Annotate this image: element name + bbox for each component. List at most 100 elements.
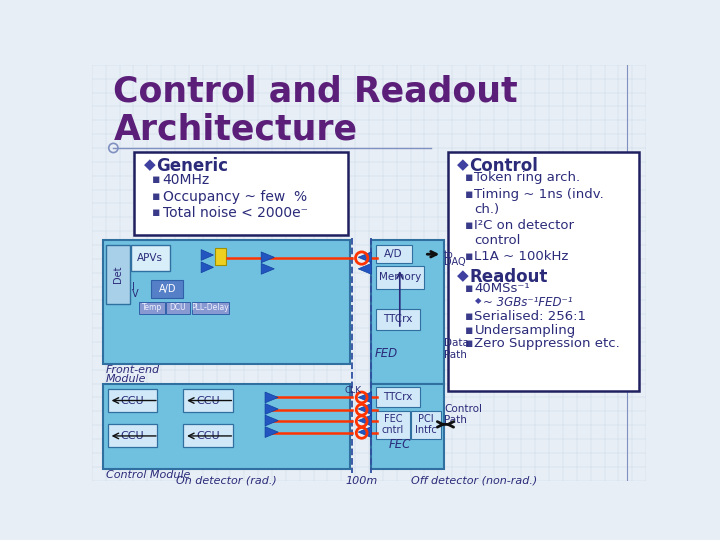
FancyBboxPatch shape xyxy=(108,424,157,448)
Text: A/D: A/D xyxy=(384,249,403,259)
FancyBboxPatch shape xyxy=(104,384,350,469)
Text: to: to xyxy=(444,249,454,260)
Text: Module: Module xyxy=(106,374,146,384)
Text: I: I xyxy=(132,281,135,292)
Text: CCU: CCU xyxy=(121,395,145,406)
Text: CCU: CCU xyxy=(197,431,220,441)
FancyBboxPatch shape xyxy=(151,280,184,298)
Text: L1A ~ 100kHz: L1A ~ 100kHz xyxy=(474,249,569,262)
Text: ◆: ◆ xyxy=(474,296,481,305)
Polygon shape xyxy=(359,415,372,426)
Text: Data
Path: Data Path xyxy=(444,338,469,360)
Text: Architecture: Architecture xyxy=(113,112,357,146)
Text: Zero Suppression etc.: Zero Suppression etc. xyxy=(474,338,620,350)
Text: ▪: ▪ xyxy=(464,219,473,232)
Text: Control Module: Control Module xyxy=(106,470,190,480)
Text: Serialised: 256:1: Serialised: 256:1 xyxy=(474,309,587,323)
FancyBboxPatch shape xyxy=(215,248,226,265)
FancyBboxPatch shape xyxy=(372,240,444,384)
Text: FEC
cntrl: FEC cntrl xyxy=(382,414,404,435)
Text: DAQ: DAQ xyxy=(444,256,465,267)
Text: Readout: Readout xyxy=(469,268,547,286)
Text: PCI
Intfc: PCI Intfc xyxy=(415,414,437,435)
FancyBboxPatch shape xyxy=(104,240,350,363)
FancyBboxPatch shape xyxy=(376,245,412,264)
FancyBboxPatch shape xyxy=(107,245,130,304)
Text: ▪: ▪ xyxy=(464,323,473,336)
Text: I²C on detector
control: I²C on detector control xyxy=(474,219,575,247)
Text: ~ 3GBs⁻¹FED⁻¹: ~ 3GBs⁻¹FED⁻¹ xyxy=(483,296,572,309)
FancyBboxPatch shape xyxy=(376,309,420,330)
Text: Control: Control xyxy=(469,157,538,175)
Text: FEC: FEC xyxy=(388,438,410,451)
Text: CCU: CCU xyxy=(197,395,220,406)
Text: Temp: Temp xyxy=(142,303,162,312)
Text: 100m: 100m xyxy=(345,476,377,486)
Text: 40MHz: 40MHz xyxy=(163,173,210,187)
Text: ▪: ▪ xyxy=(152,190,161,202)
FancyBboxPatch shape xyxy=(184,424,233,448)
FancyBboxPatch shape xyxy=(131,245,170,271)
FancyBboxPatch shape xyxy=(108,389,157,412)
Text: Det: Det xyxy=(113,266,123,283)
Text: ▪: ▪ xyxy=(152,206,161,219)
Text: Occupancy ~ few  %: Occupancy ~ few % xyxy=(163,190,307,204)
FancyBboxPatch shape xyxy=(372,384,444,469)
Text: 40MSs⁻¹: 40MSs⁻¹ xyxy=(474,282,530,295)
Text: Undersampling: Undersampling xyxy=(474,323,576,336)
Text: ▪: ▪ xyxy=(464,338,473,350)
FancyBboxPatch shape xyxy=(166,301,190,314)
Text: PLL-Delay: PLL-Delay xyxy=(192,303,229,312)
FancyBboxPatch shape xyxy=(376,410,410,439)
Polygon shape xyxy=(261,264,274,274)
Text: Control and Readout: Control and Readout xyxy=(113,74,518,108)
Text: V: V xyxy=(132,289,138,299)
Polygon shape xyxy=(265,392,278,403)
Text: Front-end: Front-end xyxy=(106,365,160,375)
Text: Token ring arch.: Token ring arch. xyxy=(474,171,580,184)
Text: ◆: ◆ xyxy=(144,157,156,172)
Text: FED: FED xyxy=(374,347,397,360)
Text: ▪: ▪ xyxy=(464,282,473,295)
Text: On detector (rad.): On detector (rad.) xyxy=(176,476,277,486)
Text: Generic: Generic xyxy=(156,157,228,175)
FancyBboxPatch shape xyxy=(410,410,441,439)
Text: ▪: ▪ xyxy=(464,188,473,201)
Polygon shape xyxy=(359,403,372,414)
Polygon shape xyxy=(359,392,372,403)
Text: Off detector (non-rad.): Off detector (non-rad.) xyxy=(411,476,538,486)
Text: A/D: A/D xyxy=(158,284,176,294)
Text: Memory: Memory xyxy=(379,272,421,282)
Polygon shape xyxy=(359,427,372,437)
Text: DCU: DCU xyxy=(170,303,186,312)
Text: ◆: ◆ xyxy=(456,268,469,283)
Text: Timing ~ 1ns (indv.
ch.): Timing ~ 1ns (indv. ch.) xyxy=(474,188,604,217)
Polygon shape xyxy=(359,252,372,262)
Text: ▪: ▪ xyxy=(464,171,473,184)
Text: ▪: ▪ xyxy=(464,309,473,323)
Text: ◆: ◆ xyxy=(456,157,469,172)
FancyBboxPatch shape xyxy=(139,301,165,314)
Polygon shape xyxy=(201,249,213,260)
FancyBboxPatch shape xyxy=(184,389,233,412)
Polygon shape xyxy=(265,427,278,437)
Text: Control
Path: Control Path xyxy=(444,403,482,425)
Polygon shape xyxy=(359,264,372,274)
FancyBboxPatch shape xyxy=(376,387,420,408)
Polygon shape xyxy=(265,415,278,426)
FancyBboxPatch shape xyxy=(192,301,229,314)
Text: TTCrx: TTCrx xyxy=(383,393,412,402)
Text: CLK: CLK xyxy=(344,386,361,395)
Text: Total noise < 2000e⁻: Total noise < 2000e⁻ xyxy=(163,206,307,220)
Polygon shape xyxy=(261,252,274,262)
Polygon shape xyxy=(201,262,213,273)
FancyBboxPatch shape xyxy=(134,152,348,235)
Text: CCU: CCU xyxy=(121,431,145,441)
Polygon shape xyxy=(265,403,278,414)
Text: ▪: ▪ xyxy=(464,249,473,262)
FancyBboxPatch shape xyxy=(376,266,423,289)
Text: TTCrx: TTCrx xyxy=(383,314,412,324)
Text: APVs: APVs xyxy=(138,253,163,263)
FancyBboxPatch shape xyxy=(448,152,639,390)
Text: ▪: ▪ xyxy=(152,173,161,186)
